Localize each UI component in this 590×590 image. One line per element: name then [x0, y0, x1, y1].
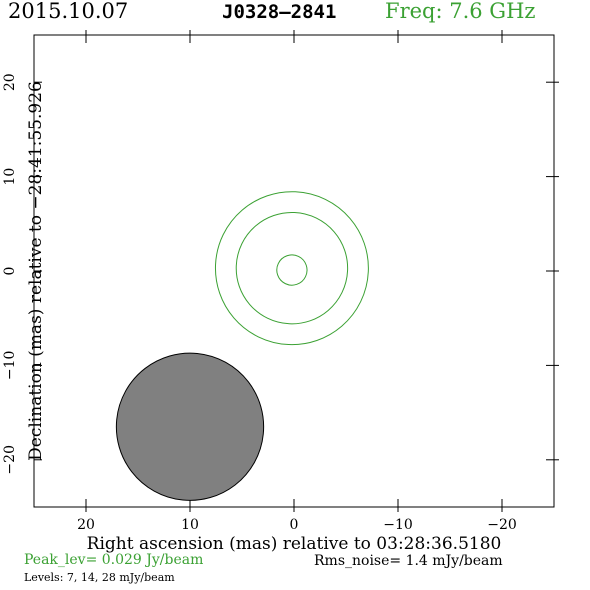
- source-name: J0328—2841: [222, 1, 337, 23]
- frequency-label: Freq: 7.6 GHz: [385, 0, 536, 23]
- contour-14-mjy: [235, 211, 349, 325]
- y-tick-label: 10: [2, 168, 18, 186]
- x-tick-label: 10: [181, 517, 199, 533]
- x-tick-label: −20: [487, 517, 517, 533]
- y-tick-label: 20: [2, 73, 18, 91]
- contour-levels: Levels: 7, 14, 28 mJy/beam: [24, 571, 175, 584]
- contour-28-mjy: [276, 254, 308, 286]
- rms-noise: Rms_noise= 1.4 mJy/beam: [314, 553, 503, 569]
- x-tick-label: −10: [383, 517, 413, 533]
- plot-frame: [33, 34, 555, 508]
- beam-group: [115, 352, 265, 501]
- x-tick-label: 20: [77, 517, 95, 533]
- tick-labels: 20 10 0 −10 −20 20 10 0 −10 −20: [2, 73, 517, 533]
- peak-level: Peak_lev= 0.029 Jy/beam: [24, 552, 204, 568]
- contour-7-mjy: [214, 191, 369, 346]
- y-axis-label: Declination (mas) relative to −28:41:55.…: [26, 81, 46, 461]
- x-tick-label: 0: [290, 517, 299, 533]
- observation-date: 2015.10.07: [8, 0, 129, 23]
- contour-group: [214, 191, 369, 346]
- y-tick-label: −20: [2, 445, 18, 475]
- axis-ticks: [34, 30, 559, 512]
- y-tick-label: 0: [2, 267, 18, 276]
- x-axis-label: Right ascension (mas) relative to 03:28:…: [87, 534, 502, 554]
- y-tick-label: −10: [2, 351, 18, 381]
- beam-ellipse: [115, 352, 265, 501]
